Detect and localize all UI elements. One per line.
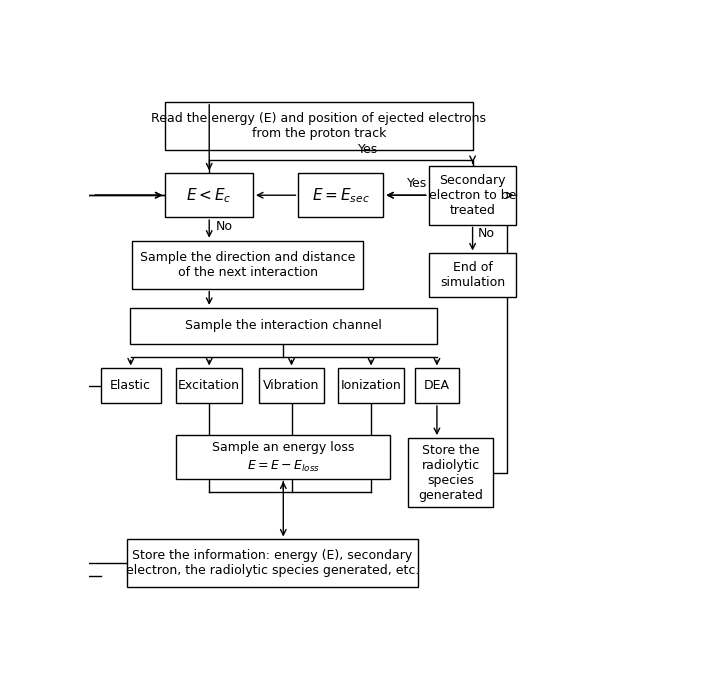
Text: $E = E - E_{loss}$: $E = E - E_{loss}$ bbox=[247, 459, 320, 474]
Bar bbox=[429, 166, 517, 225]
Text: Store the information: energy (E), secondary
electron, the radiolytic species ge: Store the information: energy (E), secon… bbox=[125, 550, 419, 577]
Text: Secondary
electron to be
treated: Secondary electron to be treated bbox=[429, 174, 516, 217]
Text: Yes: Yes bbox=[407, 177, 427, 190]
Bar bbox=[132, 240, 363, 288]
Text: No: No bbox=[216, 220, 233, 233]
Text: Sample an energy loss: Sample an energy loss bbox=[212, 441, 355, 454]
Bar bbox=[415, 369, 459, 403]
Text: DEA: DEA bbox=[424, 379, 450, 392]
Bar bbox=[176, 435, 390, 479]
Bar bbox=[101, 369, 161, 403]
Text: Sample the direction and distance
of the next interaction: Sample the direction and distance of the… bbox=[140, 251, 355, 279]
Text: Yes: Yes bbox=[358, 143, 379, 156]
Bar bbox=[338, 369, 404, 403]
Text: Excitation: Excitation bbox=[178, 379, 240, 392]
Bar bbox=[166, 173, 253, 217]
Text: Read the energy (E) and position of ejected electrons
from the proton track: Read the energy (E) and position of ejec… bbox=[152, 112, 486, 140]
Text: $E < E_c$: $E < E_c$ bbox=[186, 186, 232, 204]
Text: Sample the interaction channel: Sample the interaction channel bbox=[185, 319, 382, 333]
Bar bbox=[127, 539, 418, 588]
Bar bbox=[165, 102, 473, 150]
Text: No: No bbox=[478, 227, 495, 240]
Bar bbox=[258, 369, 324, 403]
Bar bbox=[130, 308, 437, 344]
Text: End of
simulation: End of simulation bbox=[440, 261, 505, 289]
Text: Ionization: Ionization bbox=[341, 379, 401, 392]
Text: Store the
radiolytic
species
generated: Store the radiolytic species generated bbox=[418, 444, 483, 502]
Text: $E = E_{sec}$: $E = E_{sec}$ bbox=[312, 186, 370, 204]
Bar bbox=[298, 173, 384, 217]
Text: Elastic: Elastic bbox=[110, 379, 152, 392]
Text: Vibration: Vibration bbox=[263, 379, 320, 392]
Bar bbox=[429, 254, 517, 297]
Bar bbox=[408, 438, 493, 507]
Bar bbox=[176, 369, 242, 403]
